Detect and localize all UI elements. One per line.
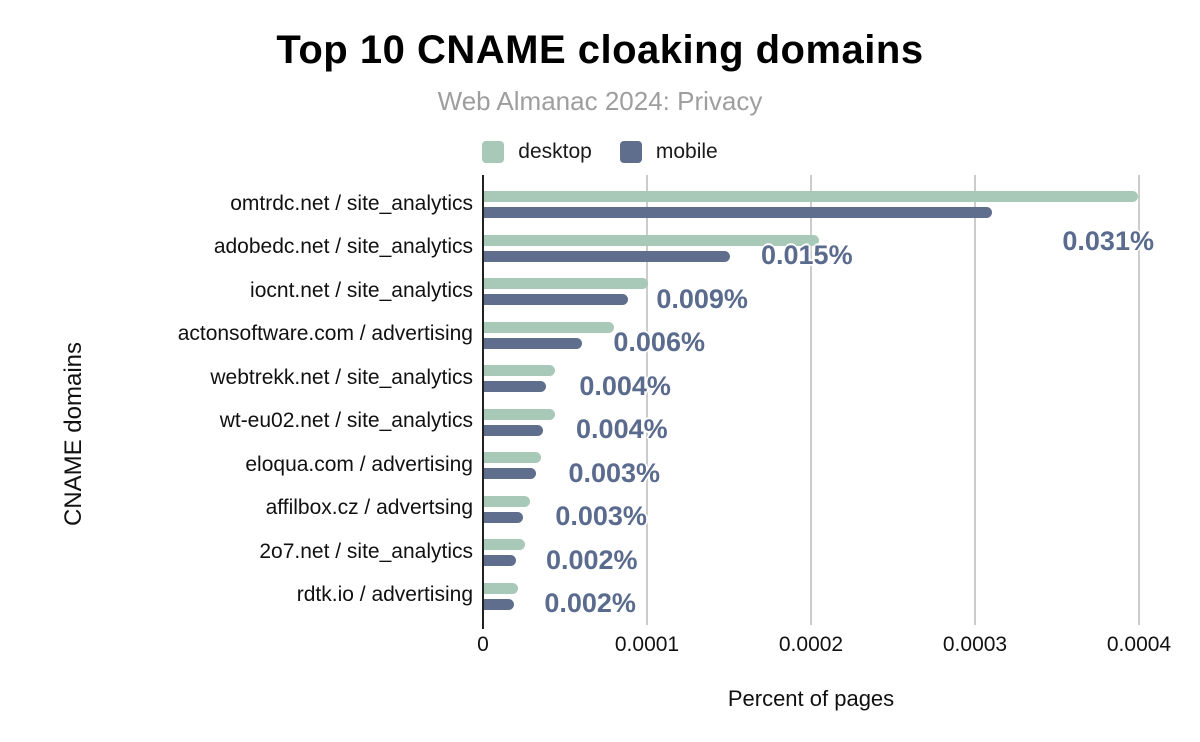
bar-value-annotation: 0.002% [544, 588, 636, 619]
x-tick-label: 0.0003 [942, 633, 1008, 656]
bar-value-annotation: 0.003% [555, 501, 647, 532]
bar-desktop [484, 234, 819, 246]
row-label: webtrekk.net / site_analytics [210, 365, 473, 389]
row-label: omtrdc.net / site_analytics [230, 191, 473, 215]
row-label: iocnt.net / site_analytics [250, 278, 473, 302]
x-tick-label: 0 [477, 633, 489, 656]
bar-mobile [484, 337, 583, 349]
legend-item-mobile: mobile [619, 140, 718, 164]
gridline [1138, 175, 1140, 625]
bar-value-annotation: 0.003% [568, 457, 661, 488]
x-tick-label: 0.0002 [778, 633, 844, 656]
row-label: eloqua.com / advertising [245, 452, 473, 476]
legend-item-desktop: desktop [482, 140, 592, 164]
legend-label-mobile: mobile [655, 140, 718, 163]
bar-mobile [484, 511, 524, 523]
bar-desktop [484, 191, 1139, 202]
bar-value-annotation: 0.031% [1062, 225, 1154, 256]
bar-value-annotation: 0.015% [761, 240, 853, 271]
x-tick-label: 0.0001 [614, 633, 680, 656]
bar-desktop [484, 582, 519, 594]
bar-desktop [484, 321, 614, 333]
mobile-swatch-icon [619, 141, 642, 163]
bar-mobile [484, 381, 547, 393]
y-axis-line [482, 175, 484, 629]
row-label: 2o7.net / site_analytics [259, 539, 473, 563]
row-label: affilbox.cz / advertsing [265, 496, 473, 520]
chart-subtitle: Web Almanac 2024: Privacy [437, 86, 763, 116]
gridline [974, 175, 976, 625]
gridline [810, 175, 812, 625]
bar-desktop [484, 495, 530, 507]
bar-mobile [484, 555, 516, 567]
chart-title: Top 10 CNAME cloaking domains [276, 28, 924, 72]
bar-value-annotation: 0.006% [613, 327, 705, 358]
gridline [646, 175, 648, 625]
bar-value-annotation: 0.009% [656, 283, 748, 314]
y-axis-title: CNAME domains [60, 341, 87, 527]
bar-value-annotation: 0.004% [579, 370, 671, 401]
bar-mobile [484, 468, 537, 480]
bar-mobile [484, 207, 993, 218]
bar-mobile [484, 294, 629, 306]
bar-mobile [484, 424, 544, 436]
bar-value-annotation: 0.004% [576, 414, 668, 445]
x-tick-label: 0.0004 [1106, 633, 1172, 656]
bar-desktop [484, 539, 525, 551]
bar-desktop [484, 452, 542, 464]
desktop-swatch-icon [482, 141, 505, 163]
row-label: rdtk.io / advertising [296, 583, 473, 607]
bar-desktop [484, 408, 555, 420]
legend: desktop mobile [0, 140, 1200, 164]
x-axis-title: Percent of pages [727, 686, 895, 711]
row-label: wt-eu02.net / site_analytics [219, 409, 473, 433]
bar-desktop [484, 365, 555, 377]
legend-label-desktop: desktop [518, 140, 592, 163]
bar-desktop [484, 278, 648, 290]
bar-mobile [484, 250, 730, 262]
row-label: actonsoftware.com / advertising [177, 322, 473, 346]
bar-mobile [484, 598, 515, 610]
row-label: adobedc.net / site_analytics [213, 235, 473, 259]
bar-value-annotation: 0.002% [545, 544, 638, 575]
